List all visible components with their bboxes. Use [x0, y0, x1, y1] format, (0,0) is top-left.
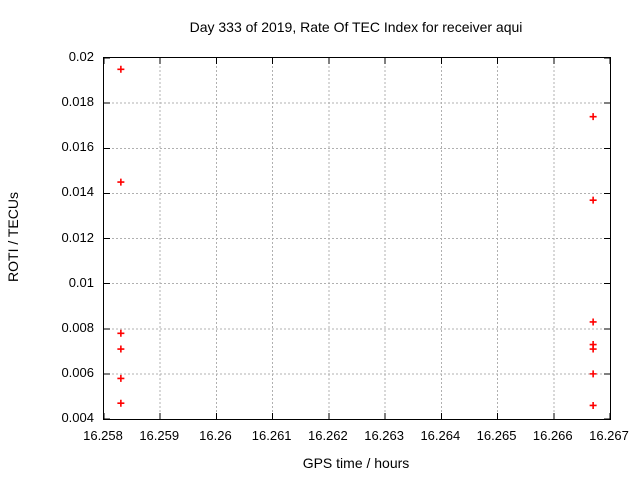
x-axis-label: GPS time / hours: [302, 455, 410, 471]
x-tick-label: 16.263: [364, 428, 404, 443]
y-tick-label: 0.004: [61, 410, 94, 425]
y-tick-label: 0.018: [61, 94, 94, 110]
chart-title: Day 333 of 2019, Rate Of TEC Index for r…: [189, 19, 523, 35]
x-tick-label: 16.264: [420, 428, 461, 443]
y-tick-label: 0.014: [61, 184, 94, 200]
data-point-marker: [117, 178, 125, 186]
x-tick-label: 16.258: [83, 428, 123, 443]
data-point-marker: [589, 196, 597, 204]
x-tick-label: 16.267: [589, 428, 629, 443]
x-tick-label: 16.26: [199, 428, 232, 443]
plot-svg: [104, 58, 610, 419]
x-tick-label: 16.262: [307, 428, 348, 443]
y-tick-label: 0.016: [61, 139, 94, 155]
data-point-marker: [589, 318, 597, 326]
x-tick-label: 16.259: [139, 428, 180, 443]
data-point-marker: [589, 370, 597, 378]
data-point-marker: [589, 113, 597, 121]
y-tick-label: 0.008: [61, 319, 94, 335]
x-tick-label: 16.261: [251, 428, 292, 443]
y-tick-label: 0.02: [68, 49, 94, 64]
data-point-marker: [589, 345, 597, 353]
x-tick-label: 16.265: [476, 428, 517, 443]
plot-area: [103, 57, 611, 420]
data-point-marker: [117, 399, 125, 407]
x-tick-label: 16.266: [532, 428, 573, 443]
data-point-marker: [117, 65, 125, 73]
data-point-marker: [117, 374, 125, 382]
y-tick-label: 0.006: [61, 364, 94, 380]
y-tick-label: 0.01: [68, 274, 94, 290]
data-point-marker: [117, 345, 125, 353]
data-point-marker: [589, 401, 597, 409]
data-point-marker: [117, 329, 125, 337]
y-tick-label: 0.012: [61, 229, 94, 245]
